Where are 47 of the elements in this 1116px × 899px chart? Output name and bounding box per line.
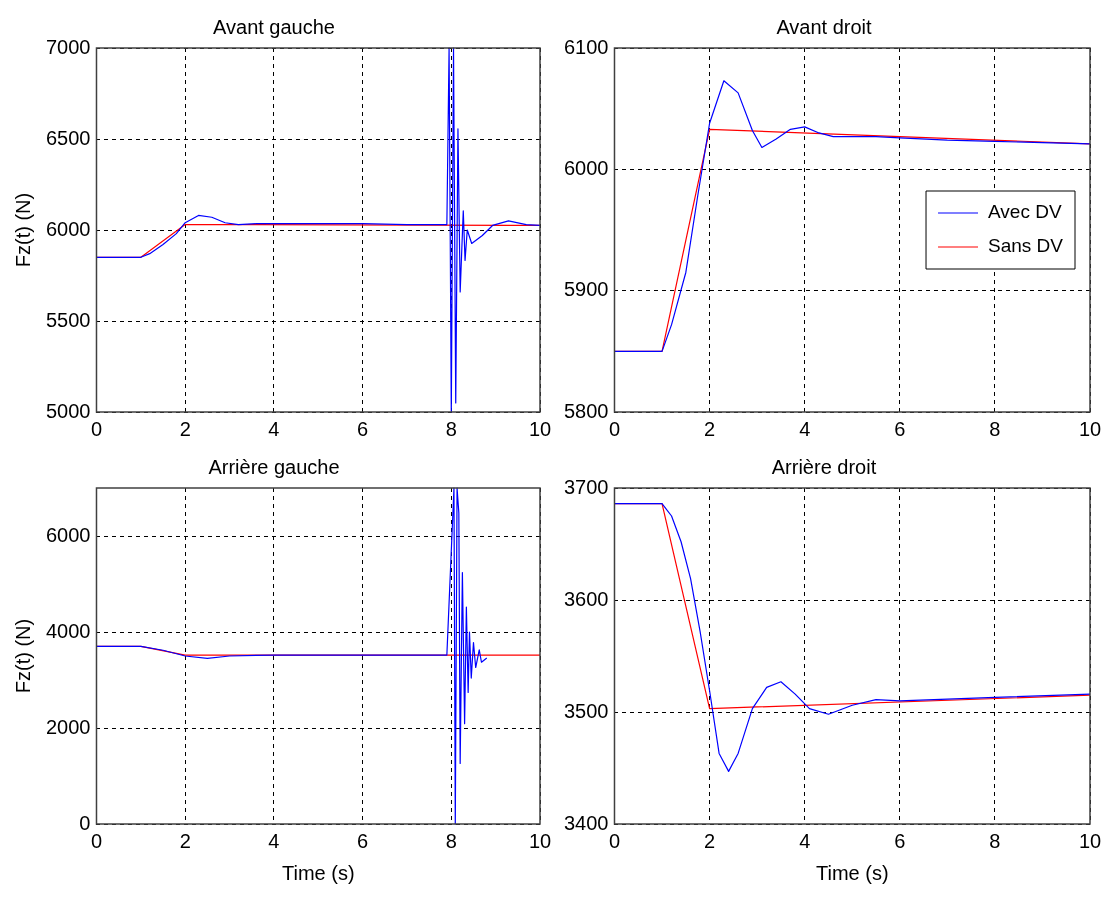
x-tick-label: 2 [179,417,191,440]
x-tick-label: 10 [1078,417,1102,440]
x-tick-label: 4 [268,829,280,852]
x-tick-label: 8 [445,829,457,852]
y-tick-label: 6500 [45,126,91,149]
x-tick-label: 4 [799,417,811,440]
y-tick-label: 6000 [45,523,91,546]
y-tick-label: 5500 [45,308,91,331]
y-axis-title: Fz(t) (N) [11,192,34,268]
y-tick-label: 5900 [563,278,609,301]
y-tick-label: 5000 [45,399,91,422]
y-tick-label: 7000 [45,35,91,58]
y-tick-label: 6000 [563,156,609,179]
x-tick-label: 2 [179,829,191,852]
y-tick-label: 6100 [563,35,609,58]
x-axis-title: Time (s) [815,861,889,884]
y-tick-label: 0 [79,811,91,834]
x-tick-label: 10 [528,829,552,852]
y-tick-label: 5800 [563,399,609,422]
x-axis-title: Time (s) [281,861,355,884]
y-tick-label: 3400 [563,811,609,834]
x-tick-label: 6 [357,417,369,440]
x-tick-label: 4 [799,829,811,852]
y-tick-label: 4000 [45,619,91,642]
x-tick-label: 4 [268,417,280,440]
x-tick-label: 10 [1078,829,1102,852]
legend-label: Sans DV [988,235,1064,257]
chart-title: Arrière gauche [208,455,340,478]
x-tick-label: 8 [445,417,457,440]
y-axis-title: Fz(t) (N) [11,618,34,694]
y-tick-label: 3500 [563,699,609,722]
chart-title: Arrière droit [771,455,877,478]
chart-title: Avant droit [776,15,873,38]
x-tick-label: 6 [894,829,906,852]
x-tick-label: 10 [528,417,552,440]
x-tick-label: 8 [989,417,1001,440]
x-tick-label: 2 [704,829,716,852]
x-tick-label: 6 [894,417,906,440]
y-tick-label: 3700 [563,475,609,498]
y-tick-label: 2000 [45,715,91,738]
x-tick-label: 6 [357,829,369,852]
x-tick-label: 2 [704,417,716,440]
x-tick-label: 8 [989,829,1001,852]
y-tick-label: 6000 [45,217,91,240]
y-tick-label: 3600 [563,587,609,610]
legend-label: Avec DV [988,201,1062,223]
chart-title: Avant gauche [213,15,335,38]
